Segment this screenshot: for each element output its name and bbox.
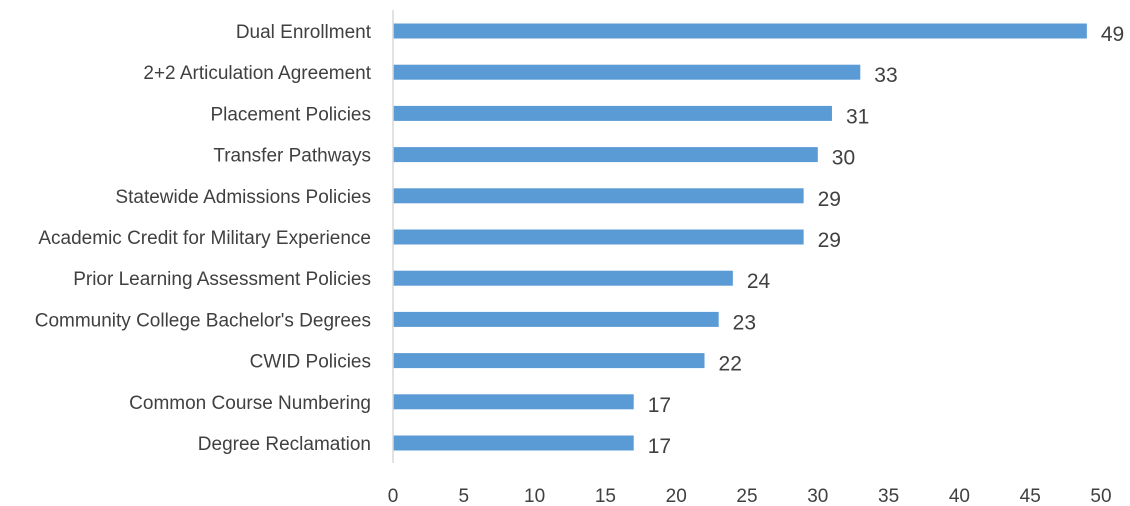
data-label: 29 [818, 229, 841, 252]
data-label: 23 [733, 311, 756, 334]
category-label: CWID Policies [250, 352, 371, 373]
x-tick-label: 50 [1090, 486, 1111, 506]
category-label: Dual Enrollment [236, 22, 372, 43]
data-label: 17 [648, 394, 671, 417]
category-label: Statewide Admissions Policies [115, 187, 371, 208]
x-tick-label: 25 [736, 486, 757, 506]
data-label: 22 [719, 353, 742, 376]
x-axis-ticks-group: 0 5 10 15 20 25 30 35 40 45 50 [388, 486, 1112, 506]
x-tick-label: 0 [388, 486, 399, 506]
bar [393, 353, 705, 369]
x-tick-label: 10 [524, 486, 545, 506]
data-label: 17 [648, 435, 671, 458]
bar [393, 311, 719, 327]
data-label: 30 [832, 147, 855, 170]
bar [393, 105, 832, 121]
bar [393, 64, 861, 80]
data-label: 29 [818, 188, 841, 211]
category-label: Placement Policies [210, 104, 371, 125]
x-tick-label: 15 [595, 486, 616, 506]
category-label: Common Course Numbering [129, 393, 371, 414]
category-label: Prior Learning Assessment Policies [73, 269, 371, 290]
category-label: Degree Reclamation [198, 434, 371, 455]
data-label: 31 [846, 105, 869, 128]
category-label: Academic Credit for Military Experience [38, 228, 371, 249]
x-tick-label: 45 [1020, 486, 1041, 506]
bar [393, 270, 733, 286]
bar [393, 23, 1087, 39]
bars-group [393, 23, 1087, 451]
bar [393, 229, 804, 245]
data-label: 24 [747, 270, 771, 293]
bar [393, 147, 818, 163]
category-labels-group: Dual Enrollment 2+2 Articulation Agreemen… [35, 22, 372, 455]
bar [393, 188, 804, 204]
x-tick-label: 20 [666, 486, 687, 506]
category-label: Transfer Pathways [213, 146, 371, 167]
category-label: 2+2 Articulation Agreement [143, 63, 371, 84]
bar [393, 435, 634, 451]
data-label: 33 [874, 64, 897, 87]
x-tick-label: 30 [807, 486, 828, 506]
x-tick-label: 40 [949, 486, 970, 506]
x-tick-label: 35 [878, 486, 899, 506]
bar [393, 394, 634, 410]
x-tick-label: 5 [459, 486, 470, 506]
category-label: Community College Bachelor's Degrees [35, 310, 371, 331]
data-label: 49 [1101, 23, 1124, 46]
